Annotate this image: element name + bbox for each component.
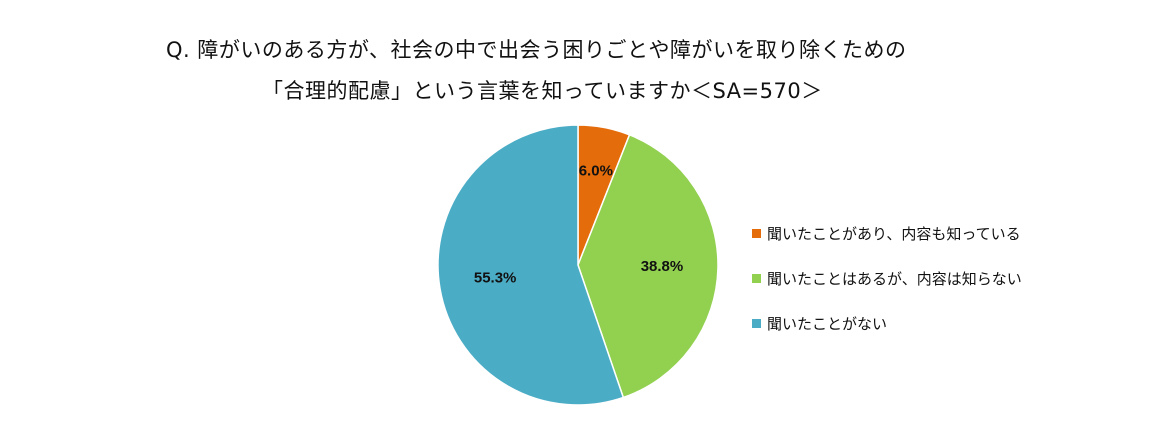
legend-label: 聞いたことはあるが、内容は知らない <box>767 269 1022 288</box>
legend-item: 聞いたことがあり、内容も知っている <box>752 222 1022 244</box>
legend-label: 聞いたことがあり、内容も知っている <box>767 224 1021 243</box>
chart-legend: 聞いたことがあり、内容も知っている 聞いたことはあるが、内容は知らない 聞いたこ… <box>752 222 1022 357</box>
legend-swatch <box>752 273 761 283</box>
pie-slice <box>437 124 625 406</box>
pie-data-label: 6.0% <box>579 162 613 179</box>
chart-title-line-1: Q. 障がいのある方が、社会の中で出会う困りごとや障がいを取り除くための <box>166 38 907 62</box>
legend-item: 聞いたことがない <box>752 312 1022 334</box>
pie-data-label: 38.8% <box>641 258 684 275</box>
legend-swatch <box>752 318 761 328</box>
legend-item: 聞いたことはあるが、内容は知らない <box>752 267 1022 289</box>
legend-swatch <box>752 228 761 238</box>
legend-label: 聞いたことがない <box>767 314 888 333</box>
chart-title-line-2: 「合理的配慮」という言葉を知っていますか＜SA=570＞ <box>262 79 823 103</box>
pie-slice <box>577 133 719 399</box>
pie-data-label: 55.3% <box>474 270 517 287</box>
